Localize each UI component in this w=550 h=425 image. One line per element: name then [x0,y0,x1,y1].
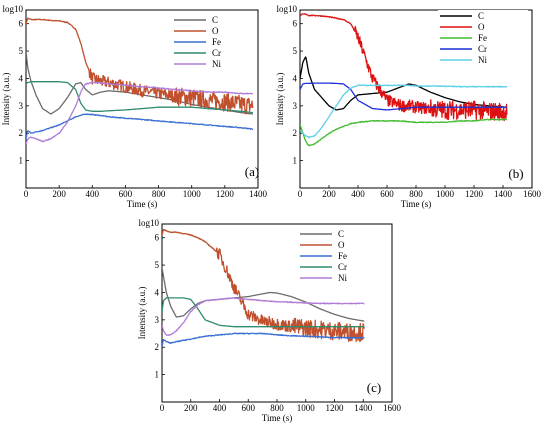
y-axis-log-label: log10 [276,4,297,14]
legend-entry-c: C [478,11,484,21]
y-tick-label: 1 [293,156,298,166]
y-axis-label: Intensity (a.u.) [137,287,147,340]
legend-entry-c: C [212,15,218,25]
legend-entry-ni: Ni [478,55,487,65]
x-tick-label: 1200 [326,403,345,413]
y-tick-label: 5 [293,46,298,56]
legend-entry-ni: Ni [212,59,221,69]
chart-panel-a: 0 200 400 600 800 1000 1200 1400 1 2 3 4 5 6 log10 Time… [1,4,268,209]
legend-entry-o: O [212,26,219,36]
series-line-cr [162,297,365,328]
x-tick-label: 1400 [354,403,373,413]
y-tick-label: 5 [155,260,160,270]
x-tick-label: 400 [213,403,227,413]
x-tick-label: 1200 [465,189,484,199]
y-tick-label: 4 [19,73,24,83]
legend-entry-cr: Cr [212,48,221,58]
x-tick-label: 200 [52,189,66,199]
plot-frame [25,9,259,189]
chart-panel-b: 0 200 400 600 800 1000 1200 1400 1600 1 2 3 4 5 6 log10… [275,4,542,209]
legend-entry-cr: Cr [338,262,347,272]
chart-panel-c: 0 200 400 600 800 1000 1200 1400 1600 1 2 3 4 5 6 log10… [137,218,402,423]
y-tick-label: 3 [19,101,24,111]
x-tick-label: 200 [184,403,198,413]
panel-label: (c) [367,380,381,395]
x-tick-label: 800 [152,189,166,199]
x-tick-label: 800 [409,189,423,199]
y-tick-label: 1 [155,370,160,380]
series-line-fe [26,113,254,139]
x-tick-label: 200 [322,189,336,199]
y-tick-label: 2 [19,128,24,138]
y-axis-log-label: log10 [2,4,23,14]
x-tick-label: 400 [351,189,365,199]
y-axis-label: Intensity (a.u.) [275,73,285,126]
x-tick-label: 1400 [494,189,513,199]
series-line-cr [26,81,254,114]
x-axis-label: Time (s) [262,413,292,423]
legend-box [298,228,384,287]
x-tick-label: 1600 [383,403,402,413]
x-tick-label: 600 [119,189,133,199]
legend-entry-o: O [338,240,345,250]
y-tick-label: 4 [155,287,160,297]
y-tick-label: 6 [19,19,24,29]
legend-entry-fe: Fe [478,33,487,43]
legend-entry-ni: Ni [338,273,347,283]
series-line-fe [162,332,365,348]
series-line-fe [300,118,508,147]
series-line-ni [26,81,254,145]
legend-entry-fe: Fe [338,251,347,261]
series-line-ni [162,297,365,336]
x-tick-label: 600 [242,403,256,413]
series-line-o [26,17,254,115]
legend-entry-c: C [338,229,344,239]
panel-label: (b) [508,166,523,181]
legend-entry-fe: Fe [212,37,221,47]
series-line-cr [300,82,508,111]
y-tick-label: 5 [19,46,24,56]
x-tick-label: 0 [160,403,165,413]
y-tick-label: 2 [293,128,298,138]
legend-box [172,14,252,73]
x-tick-label: 1600 [523,189,542,199]
x-tick-label: 800 [270,403,284,413]
y-axis-label: Intensity (a.u.) [1,73,11,126]
x-tick-label: 0 [298,189,303,199]
x-tick-label: 0 [24,189,29,199]
legend-box [438,10,528,69]
x-tick-label: 1000 [183,189,202,199]
legend-entry-o: O [478,22,485,32]
x-tick-label: 400 [86,189,100,199]
y-tick-label: 1 [19,156,24,166]
x-axis-label: Time (s) [401,199,431,209]
x-tick-label: 1000 [436,189,455,199]
legend-entry-cr: Cr [478,44,487,54]
y-tick-label: 6 [155,233,160,243]
x-tick-label: 600 [380,189,394,199]
x-tick-label: 1400 [249,189,268,199]
y-tick-label: 3 [155,315,160,325]
series-line-c [26,51,254,115]
x-tick-label: 1200 [216,189,235,199]
y-tick-label: 4 [293,73,298,83]
y-tick-label: 3 [293,101,298,111]
panel-label: (a) [245,164,259,179]
y-tick-label: 6 [293,19,298,29]
x-axis-label: Time (s) [127,199,157,209]
y-tick-label: 2 [155,342,160,352]
series-line-ni [300,84,508,139]
y-axis-log-label: log10 [138,218,159,228]
x-tick-label: 1000 [297,403,316,413]
